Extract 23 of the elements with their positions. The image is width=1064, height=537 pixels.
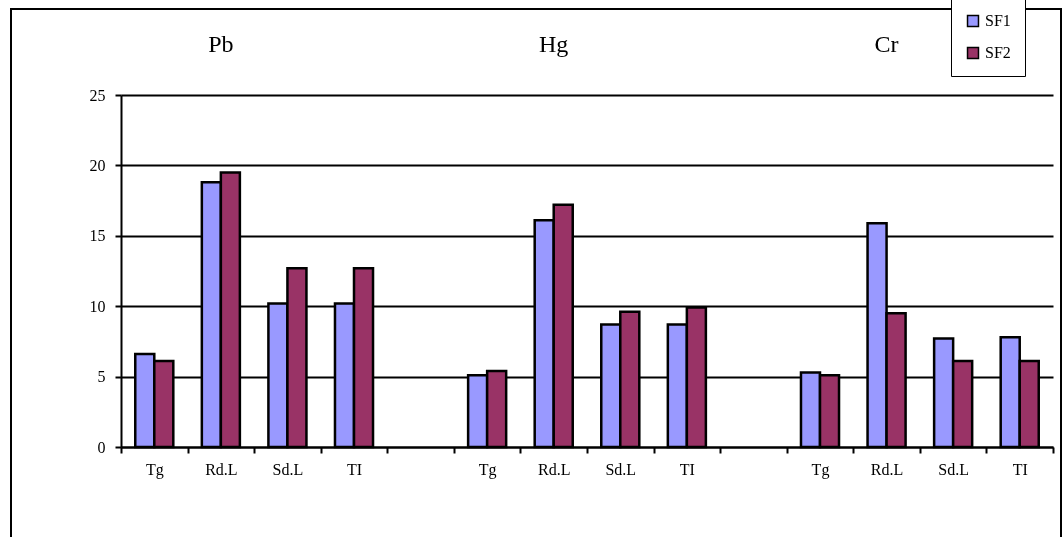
x-tick-label: Tg [811, 460, 830, 479]
text: Pb [208, 31, 234, 57]
x-tick-label: Sd.L [605, 460, 637, 478]
text: Cr [874, 31, 899, 57]
y-tick-label: 0 [97, 438, 106, 456]
legend-label: SF1 [985, 12, 1011, 29]
x-tick-label: Tg [145, 460, 164, 479]
y-tick-label: 15 [89, 227, 106, 245]
x-tick-label: Rd.L [537, 460, 571, 478]
x-tick-label: Rd.L [205, 460, 238, 478]
text: Hg [539, 31, 569, 57]
y-tick-label: 25 [89, 86, 106, 104]
y-tick-label: 20 [89, 156, 106, 174]
x-tick-label: Sd.L [938, 460, 969, 478]
x-tick-label: Sd.L [272, 460, 304, 478]
x-tick-label: TI [679, 460, 695, 478]
x-tick-label: TI [1012, 460, 1028, 478]
y-tick-label: 10 [89, 297, 106, 315]
legend-label: SF2 [985, 44, 1011, 61]
x-tick-label: Tg [478, 460, 497, 479]
x-tick-label: Rd.L [870, 460, 904, 478]
y-tick-label: 5 [97, 368, 106, 386]
x-tick-label: TI [346, 460, 363, 478]
